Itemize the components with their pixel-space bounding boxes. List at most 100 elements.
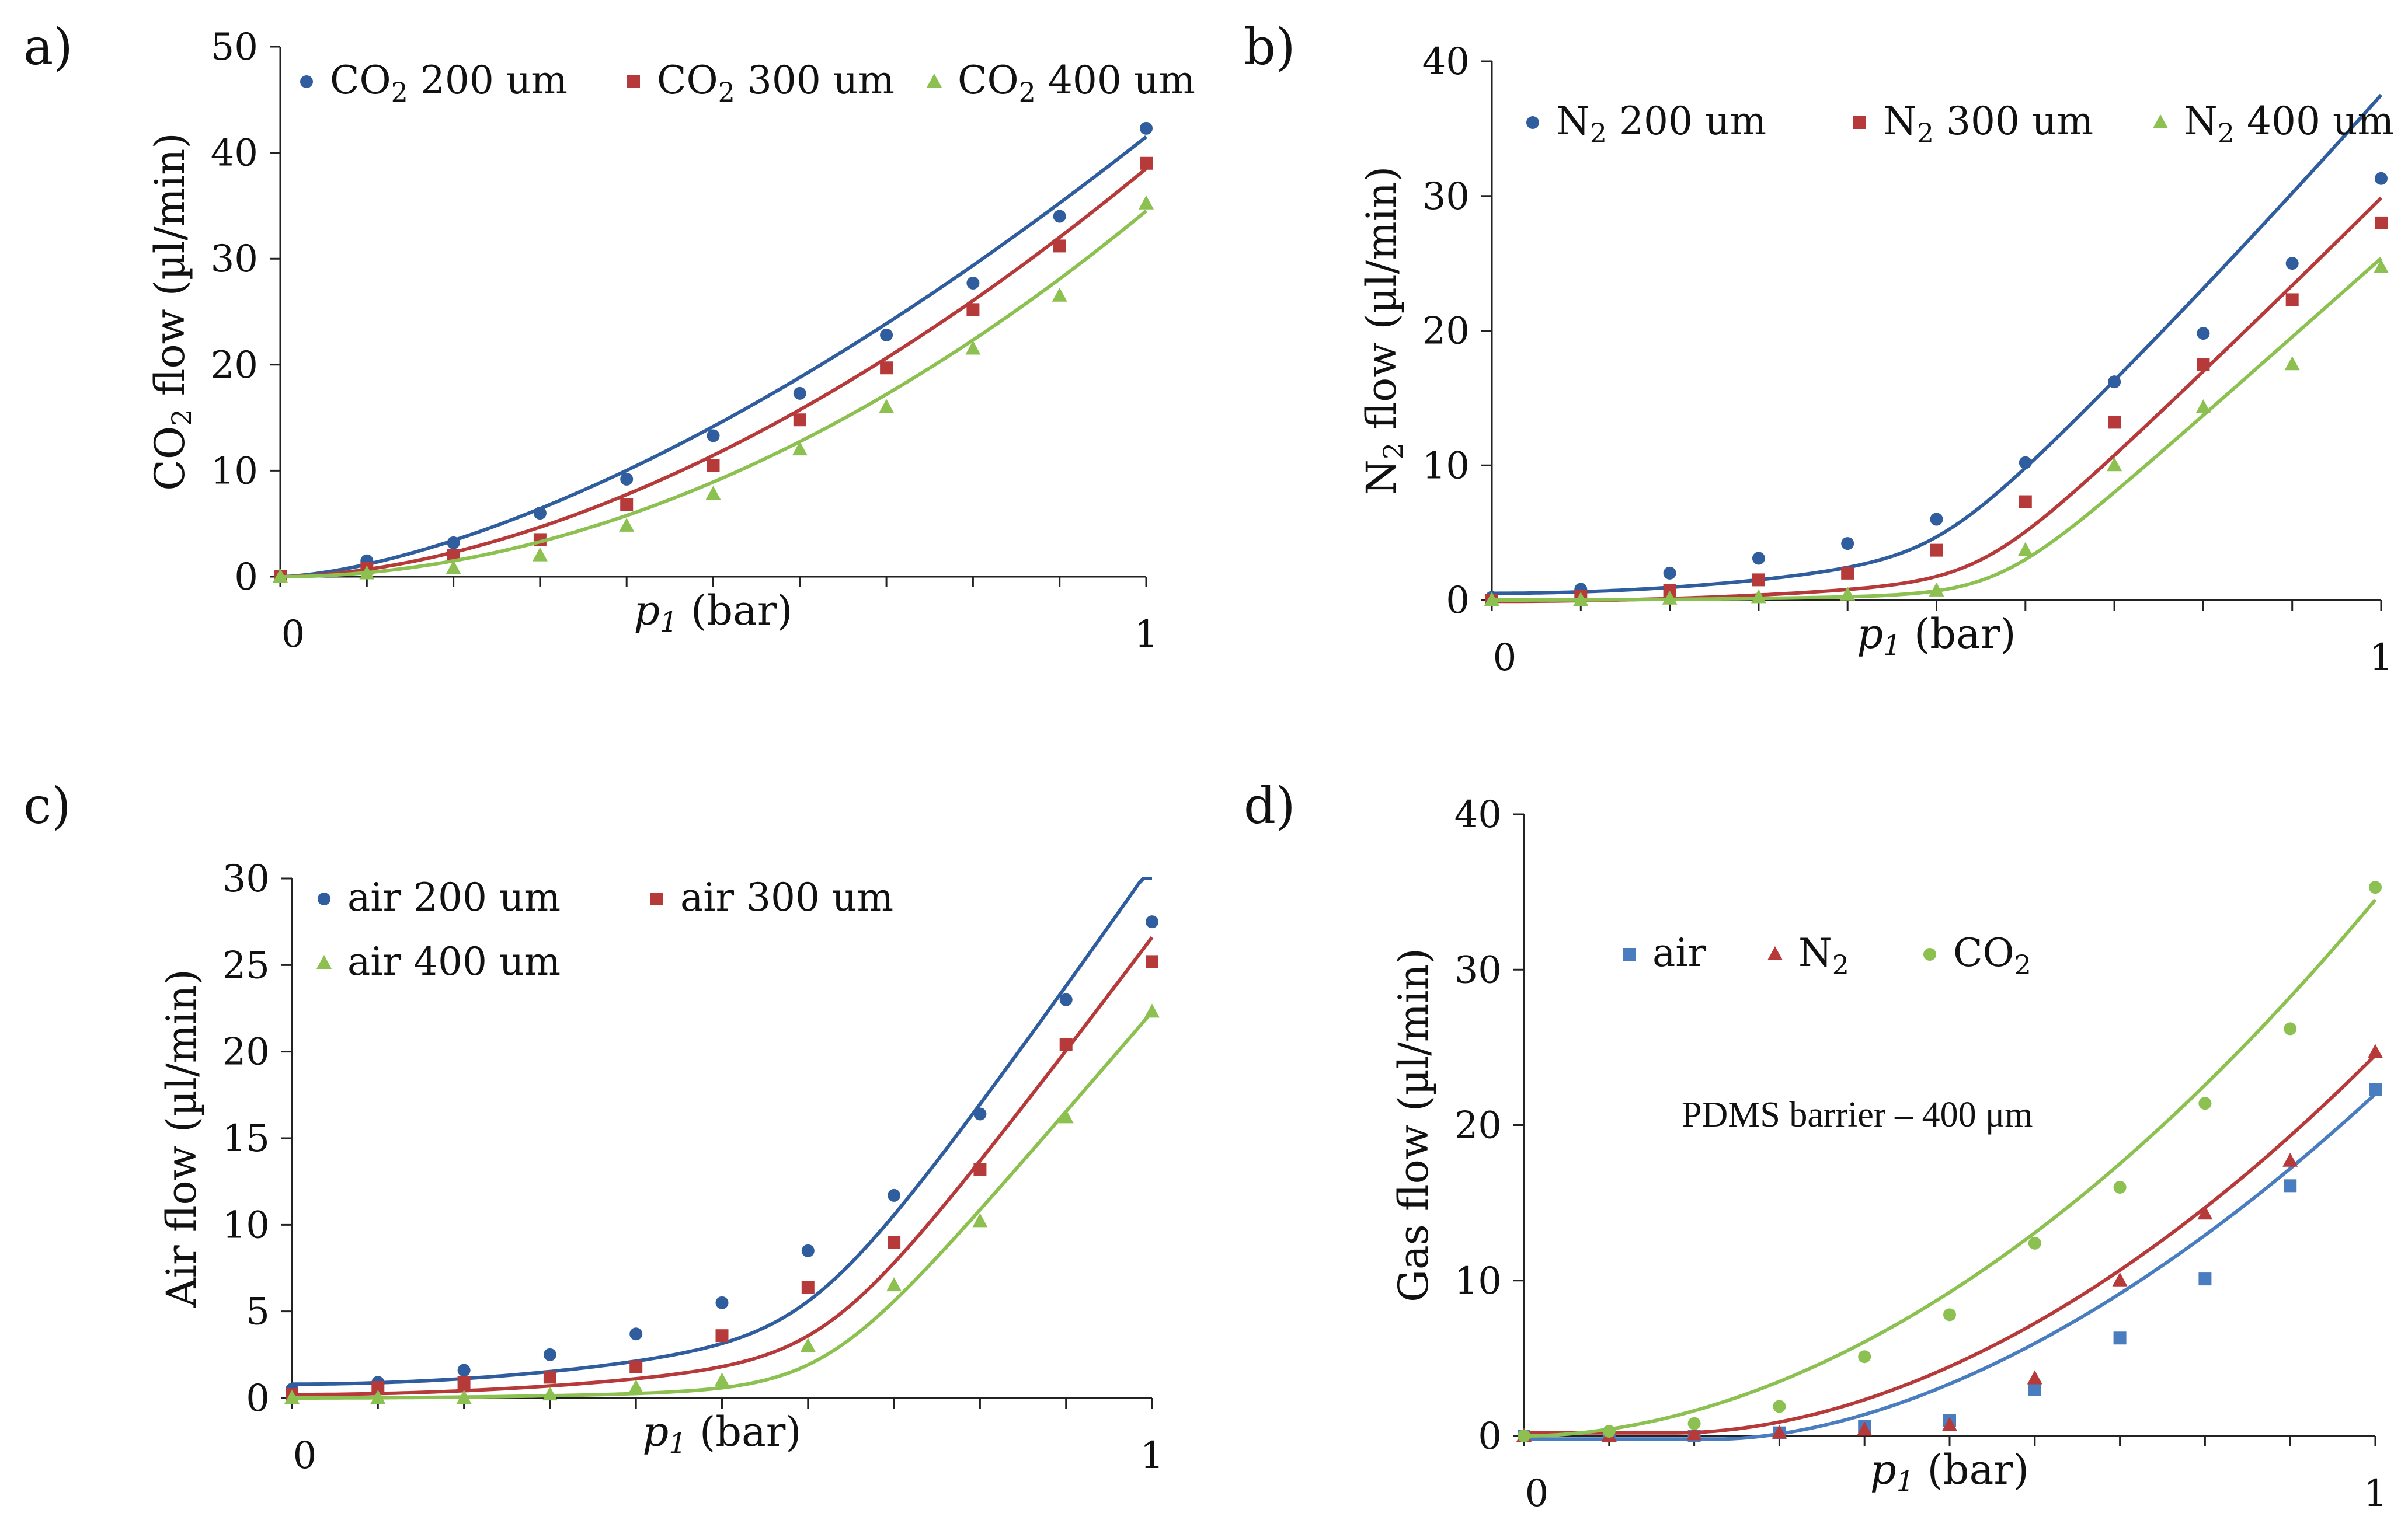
fit-line xyxy=(280,135,1147,578)
data-point xyxy=(2028,1383,2041,1396)
data-point xyxy=(1943,1308,1956,1322)
legend-entry: CO2 200 um xyxy=(300,58,568,108)
panel-label: a) xyxy=(23,18,73,76)
data-point xyxy=(2113,1181,2127,1194)
data-point xyxy=(966,303,980,316)
x-axis-title: p1 (bar) xyxy=(642,1408,801,1460)
series-n2-300-um xyxy=(1485,197,2388,606)
x-tick-label: 0 xyxy=(1525,1472,1549,1515)
legend-marker xyxy=(627,75,640,88)
legend-label: air 200 um xyxy=(347,875,561,920)
data-point xyxy=(2197,327,2210,340)
y-axis-title: Gas flow (µl/min) xyxy=(1390,948,1438,1302)
chart-panel-b: b) 0 10 20 30 40 0 1 p1 (bar) N2 flow (µl/min) N2 … xyxy=(1244,18,2394,679)
data-point xyxy=(2284,1022,2297,1036)
data-point xyxy=(2107,457,2122,472)
y-tick-label: 20 xyxy=(211,344,258,387)
data-point xyxy=(1140,156,1153,170)
y-tick-label: 20 xyxy=(1454,1104,1502,1148)
data-point xyxy=(1053,210,1066,223)
x-tick-label: 0 xyxy=(293,1434,317,1477)
legend-entry: N2 400 um xyxy=(2153,99,2394,149)
data-point xyxy=(1140,121,1153,135)
data-point xyxy=(1840,586,1856,601)
legend-entry: air xyxy=(1623,930,1706,975)
y-tick-label: 0 xyxy=(234,556,258,599)
legend-marker xyxy=(1623,948,1636,961)
data-point xyxy=(965,340,981,355)
data-point xyxy=(1942,1417,1957,1431)
legend-entry: air 300 um xyxy=(650,875,893,920)
data-point xyxy=(1857,1421,1873,1436)
legend-marker xyxy=(927,74,942,88)
data-point xyxy=(370,1390,386,1404)
data-point xyxy=(457,1376,471,1389)
y-tick-label: 0 xyxy=(1446,579,1470,622)
series-air-200-um xyxy=(286,877,1158,1396)
legend-entry: CO2 400 um xyxy=(927,58,1195,108)
x-tick-label: 1 xyxy=(1135,613,1158,656)
data-point xyxy=(457,1364,471,1377)
data-point xyxy=(705,486,721,500)
data-point xyxy=(1686,1426,1702,1441)
data-point xyxy=(707,429,720,442)
legend-marker xyxy=(1923,948,1936,961)
y-tick-label: 20 xyxy=(222,1031,270,1074)
fit-line xyxy=(292,936,1154,1397)
data-point xyxy=(972,1213,988,1228)
series-co2-300-um xyxy=(274,156,1153,583)
data-point xyxy=(715,1296,729,1309)
legend-label: CO2 200 um xyxy=(330,58,568,108)
series-n2-400-um xyxy=(1484,257,2389,606)
data-point xyxy=(446,560,461,574)
data-point xyxy=(715,1329,729,1343)
legend-marker xyxy=(1853,116,1866,129)
y-axis-title: CO2 flow (µl/min) xyxy=(146,133,197,490)
fit-line xyxy=(280,210,1147,578)
fit-line xyxy=(1492,197,2383,604)
series-co2 xyxy=(1518,881,2382,1442)
data-point xyxy=(2113,1331,2127,1345)
data-point xyxy=(801,1281,815,1294)
data-point xyxy=(1052,287,1067,302)
y-tick-label: 0 xyxy=(246,1377,270,1420)
data-point xyxy=(1930,543,1943,557)
x-axis-title: p1 (bar) xyxy=(634,587,792,639)
data-point xyxy=(1059,1038,1073,1051)
data-point xyxy=(1146,955,1158,968)
data-point xyxy=(2195,399,2211,414)
legend-label: air 400 um xyxy=(347,939,561,984)
y-tick-label: 10 xyxy=(222,1204,270,1247)
data-point xyxy=(793,386,806,400)
y-tick-label: 40 xyxy=(211,132,258,175)
data-point xyxy=(543,1348,556,1361)
data-point xyxy=(1518,1430,1530,1442)
data-point xyxy=(2282,1152,2298,1167)
data-point xyxy=(284,1390,300,1404)
data-point xyxy=(2197,358,2210,371)
data-point xyxy=(1841,566,1854,580)
fit-line xyxy=(292,877,1152,1386)
x-tick-label: 1 xyxy=(1140,1434,1164,1477)
series-air-300-um xyxy=(286,936,1158,1402)
legend-label: N2 300 um xyxy=(1883,99,2093,149)
data-point xyxy=(973,1163,987,1176)
x-axis-title: p1 (bar) xyxy=(1870,1446,2029,1498)
chart-panel-a: a) 0 10 20 30 40 50 0 1 p1 (bar) CO2 flow (µl/min)… xyxy=(23,18,1195,656)
data-point xyxy=(2284,1179,2297,1193)
data-point xyxy=(2017,542,2033,556)
y-axis-title: N2 flow (µl/min) xyxy=(1358,166,1409,496)
data-point xyxy=(2285,257,2299,270)
data-point xyxy=(2108,416,2121,429)
data-point xyxy=(2369,881,2382,894)
y-tick-label: 10 xyxy=(211,449,258,493)
data-point xyxy=(1144,1003,1160,1018)
data-point xyxy=(371,1381,385,1394)
legend-label: N2 xyxy=(1798,930,1849,981)
y-tick-label: 0 xyxy=(1478,1415,1502,1458)
data-point xyxy=(1053,239,1066,253)
y-tick-label: 30 xyxy=(222,857,270,901)
data-point xyxy=(542,1386,558,1401)
x-axis-title: p1 (bar) xyxy=(1857,610,2016,662)
fit-line xyxy=(1524,898,2377,1438)
